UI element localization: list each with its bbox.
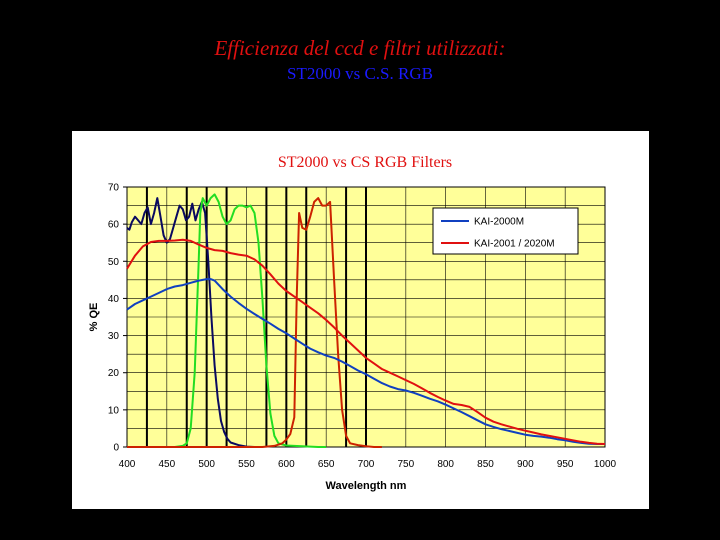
legend-label: KAI-2000M — [474, 217, 524, 228]
x-tick-label: 450 — [158, 459, 175, 470]
legend-label: KAI-2001 / 2020M — [474, 239, 555, 250]
x-tick-label: 650 — [318, 459, 335, 470]
x-tick-label: 550 — [238, 459, 255, 470]
y-tick-label: 0 — [113, 443, 119, 454]
legend-box — [432, 207, 579, 255]
x-tick-label: 500 — [198, 459, 215, 470]
x-tick-label: 850 — [477, 459, 494, 470]
y-tick-label: 70 — [108, 183, 120, 194]
series-line-3 — [127, 193, 327, 448]
chart-title: ST2000 vs CS RGB Filters — [278, 154, 452, 171]
x-tick-label: 600 — [278, 459, 295, 470]
series-line-0 — [126, 278, 605, 445]
x-tick-label: 400 — [119, 459, 136, 470]
x-tick-label: 700 — [358, 459, 375, 470]
series-line-4 — [127, 197, 382, 448]
y-tick-label: 40 — [108, 294, 120, 305]
y-tick-label: 20 — [108, 368, 120, 379]
x-tick-label: 800 — [437, 459, 454, 470]
y-tick-label: 50 — [108, 257, 120, 268]
y-tick-label: 60 — [108, 220, 120, 231]
y-tick-label: 10 — [108, 405, 120, 416]
x-axis-label: Wavelength nm — [326, 480, 407, 492]
series-line-1 — [126, 238, 606, 445]
x-tick-label: 1000 — [594, 459, 617, 470]
y-axis-label: % QE — [88, 303, 100, 332]
chart-panel: ST2000 vs CS RGB Filters 400 450 500 550 600… — [72, 131, 649, 509]
x-tick-label: 950 — [557, 459, 574, 470]
slide-title: Efficienza del ccd e filtri utilizzati: — [214, 36, 506, 60]
slide-subtitle: ST2000 vs C.S. RGB — [287, 64, 433, 83]
x-tick-label: 900 — [517, 459, 534, 470]
qe-chart: ST2000 vs CS RGB Filters 400 450 500 550 600… — [88, 154, 617, 492]
series-line-2 — [126, 197, 255, 448]
y-tick-label: 30 — [108, 331, 120, 342]
x-tick-label: 750 — [397, 459, 414, 470]
